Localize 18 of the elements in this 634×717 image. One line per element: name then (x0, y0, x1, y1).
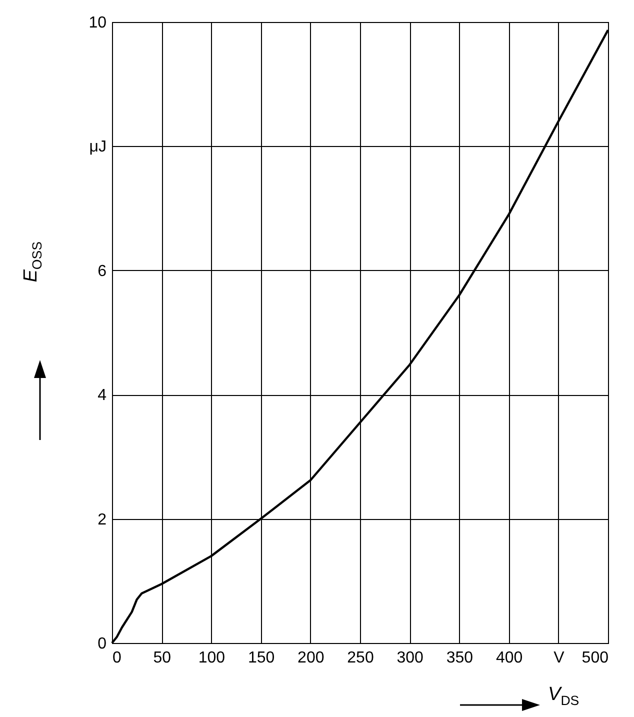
x-tick-label: 0 (112, 650, 122, 666)
x-tick-label: 350 (446, 650, 474, 666)
x-tick-label: 200 (298, 650, 324, 666)
x-tick-label: V (554, 650, 565, 666)
x-tick-label: 300 (396, 650, 424, 666)
y-tick-label: 6 (98, 262, 107, 280)
y-tick-label: 10 (88, 14, 107, 32)
y-tick-label: 0 (98, 636, 107, 652)
x-tick-label: 100 (198, 650, 226, 666)
y-tick-label: 4 (98, 387, 107, 404)
x-axis-title: V$_{DS}$ (548, 684, 580, 708)
x-tick-label: 400 (496, 650, 523, 666)
x-tick-label: 150 (248, 650, 275, 666)
x-tick-label: 500 (582, 650, 609, 666)
x-tick-label: 250 (347, 650, 374, 666)
x-tick-label: 50 (153, 650, 172, 666)
y-tick-label: μJ (89, 138, 106, 156)
y-tick-label: 2 (98, 511, 107, 528)
